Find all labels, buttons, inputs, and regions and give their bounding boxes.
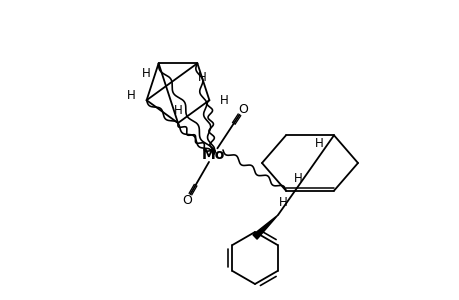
Polygon shape xyxy=(252,215,277,239)
Text: H: H xyxy=(278,196,287,209)
Text: O: O xyxy=(182,194,191,206)
Text: O: O xyxy=(238,103,248,116)
Text: H: H xyxy=(173,103,182,116)
Text: H: H xyxy=(197,71,207,84)
Text: H: H xyxy=(127,89,136,102)
Text: H: H xyxy=(293,172,302,185)
Text: H: H xyxy=(314,137,323,150)
Text: Mo: Mo xyxy=(201,148,224,162)
Text: H: H xyxy=(219,94,228,107)
Text: H: H xyxy=(142,67,151,80)
